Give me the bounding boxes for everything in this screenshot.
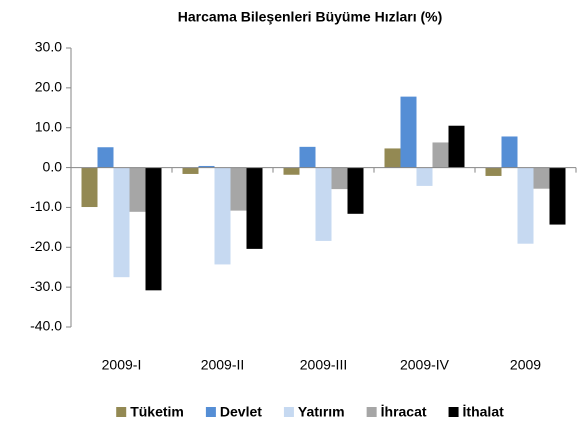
y-tick-label: -40.0 — [30, 318, 62, 334]
legend-swatch — [205, 407, 216, 417]
bar — [315, 167, 332, 241]
bar — [113, 167, 130, 278]
bar — [97, 147, 114, 168]
bar — [81, 167, 98, 208]
bar — [549, 167, 566, 225]
x-tick-label: 2009 — [510, 357, 541, 373]
bar — [501, 136, 518, 168]
bar — [299, 146, 316, 168]
bar — [145, 167, 162, 291]
y-tick-label: 30.0 — [35, 39, 62, 55]
x-tick-label: 2009-IV — [400, 357, 450, 373]
legend-swatch — [366, 407, 377, 417]
bar — [384, 148, 401, 168]
bar — [182, 167, 199, 174]
x-tick-label: 2009-I — [102, 357, 142, 373]
bar — [129, 167, 146, 212]
legend-label: İthalat — [463, 404, 505, 420]
bar — [517, 167, 534, 244]
bar — [347, 167, 364, 214]
chart-title: Harcama Bileşenleri Büyüme Hızları (%) — [178, 9, 443, 25]
bar — [214, 167, 231, 265]
legend-swatch — [116, 407, 127, 417]
legend-swatch — [448, 407, 459, 417]
bar — [198, 165, 215, 168]
bar — [533, 167, 550, 189]
bar — [485, 167, 502, 176]
y-tick-label: -10.0 — [30, 198, 62, 214]
y-tick-label: 0.0 — [43, 158, 63, 174]
bar — [400, 96, 417, 168]
bar — [331, 167, 348, 190]
bar — [230, 167, 247, 211]
y-tick-label: -20.0 — [30, 238, 62, 254]
bar — [448, 125, 465, 168]
y-tick-label: 20.0 — [35, 79, 62, 95]
x-tick-label: 2009-II — [201, 357, 245, 373]
legend-label: İhracat — [381, 404, 427, 420]
legend-label: Tüketim — [130, 404, 184, 420]
y-tick-label: -30.0 — [30, 278, 62, 294]
legend-swatch — [283, 407, 294, 417]
bar — [416, 167, 433, 186]
legend-label: Devlet — [220, 404, 262, 420]
bar — [246, 167, 263, 249]
bar — [283, 167, 300, 175]
x-tick-label: 2009-III — [300, 357, 347, 373]
bar — [432, 142, 449, 168]
legend-label: Yatırım — [298, 404, 345, 420]
y-tick-label: 10.0 — [35, 118, 62, 134]
